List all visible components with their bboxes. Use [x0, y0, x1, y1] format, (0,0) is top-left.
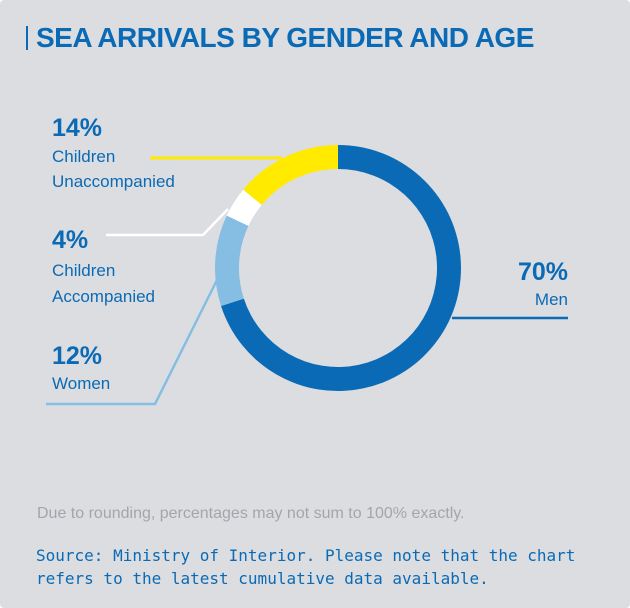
donut-slice-women: [215, 215, 249, 307]
data-label-men-name: Men: [535, 290, 568, 309]
rounding-footnote: Due to rounding, percentages may not sum…: [37, 505, 465, 522]
leader-line-children-accompanied: [106, 208, 229, 237]
leader-line-women: [46, 269, 224, 406]
title-accent-bar: [26, 26, 28, 50]
data-label-children-unaccompanied-pct: 14%: [52, 114, 102, 142]
data-label-children-unaccompanied-line1: Children: [52, 147, 115, 166]
source-note: Source: Ministry of Interior. Please not…: [36, 546, 576, 588]
donut-slice-children-accompanied: [226, 189, 262, 226]
data-label-women-name: Women: [52, 374, 110, 393]
donut-slices: [215, 145, 461, 391]
data-label-men-pct: 70%: [518, 258, 568, 286]
chart-title: SEA ARRIVALS BY GENDER AND AGE: [36, 22, 534, 53]
donut-chart: 70% Men 12% Women 4% Children Accompanie…: [46, 114, 568, 406]
data-label-children-accompanied-line2: Accompanied: [52, 287, 155, 306]
data-label-children-unaccompanied-line2: Unaccompanied: [52, 172, 175, 191]
data-label-children-accompanied-pct: 4%: [52, 226, 88, 254]
data-label-women-pct: 12%: [52, 342, 102, 370]
donut-slice-children-unaccompanied: [243, 145, 338, 205]
data-label-children-accompanied-line1: Children: [52, 261, 115, 280]
